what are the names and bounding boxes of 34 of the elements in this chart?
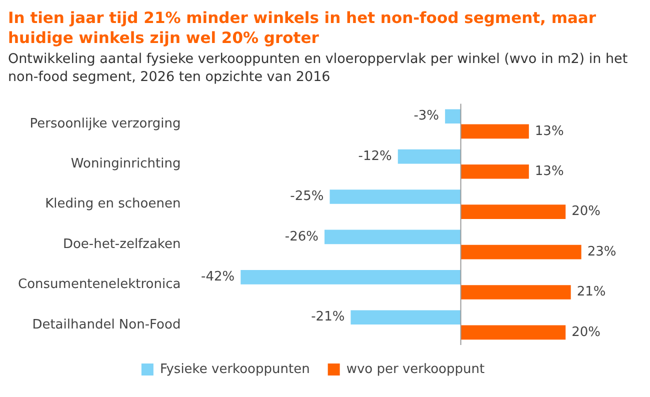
bar: [460, 244, 582, 260]
bar: [324, 230, 461, 244]
y-tick-label: Woninginrichting: [70, 156, 181, 172]
bar: [330, 190, 461, 204]
y-tick-label: Consumentenelektronica: [18, 277, 181, 292]
data-label: 20%: [572, 324, 600, 340]
chart-title: In tien jaar tijd 21% minder winkels in het non-food segment, maar huidige winkels zijn wel 20% groter: [8, 8, 598, 48]
bar: [460, 325, 566, 340]
bar: [445, 109, 461, 124]
data-label: -42%: [201, 270, 235, 285]
chart-subtitle: Ontwikkeling aantal fysieke verkooppunten en vloeroppervlak per winkel (wvo in m2) in het non-food segment, 2026 ten opzichte van 2016: [8, 50, 629, 86]
y-tick-label: Detailhandel Non-Food: [32, 317, 181, 332]
bar: [460, 204, 566, 219]
y-tick-label: Kleding en schoenen: [45, 196, 181, 212]
legend-label: Fysieke verkooppunten: [160, 362, 310, 377]
data-label: 13%: [534, 164, 564, 180]
bar: [240, 270, 461, 284]
data-label: 23%: [587, 244, 616, 260]
data-label: 20%: [572, 204, 600, 220]
bar: [398, 149, 461, 164]
data-label: -21%: [311, 310, 345, 325]
legend-label: wvo per verkooppunt: [346, 362, 485, 377]
y-tick-label: Doe-het-zelfzaken: [62, 236, 181, 252]
data-label: -3%: [414, 108, 440, 124]
data-label: -26%: [284, 229, 319, 244]
bar: [460, 164, 529, 179]
data-label: -25%: [290, 189, 324, 204]
data-label: 13%: [534, 124, 564, 139]
data-label: -12%: [358, 148, 392, 164]
bar: [460, 124, 529, 139]
bar: [460, 285, 571, 300]
y-tick-label: Persoonlijke verzorging: [30, 116, 181, 132]
bar: [350, 310, 461, 325]
data-label: 21%: [576, 284, 606, 300]
